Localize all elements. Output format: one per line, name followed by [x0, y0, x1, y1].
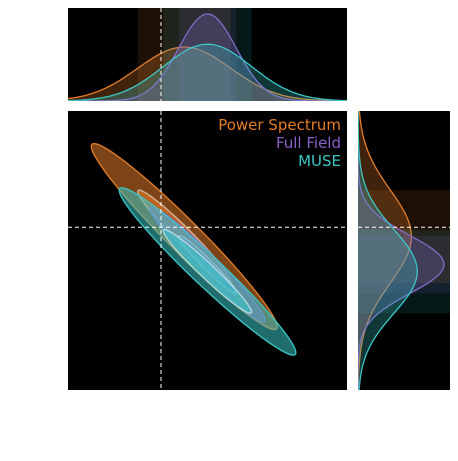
legend: Power Spectrum Full Field MUSE — [218, 116, 341, 170]
top-band-full-field — [178, 8, 237, 101]
right-curve-power-spectrum — [358, 111, 412, 390]
right-marginal-curves — [358, 111, 450, 390]
top-marginal-panel — [68, 8, 347, 101]
contour-muse-1sigma — [162, 228, 253, 314]
right-curve-full-field — [358, 111, 445, 390]
right-band-power-spectrum — [358, 190, 450, 284]
top-fill-muse — [68, 44, 347, 101]
right-fill-power-spectrum — [358, 111, 412, 390]
top-fill-full-field — [68, 14, 347, 101]
right-fill-full-field — [358, 111, 444, 390]
joint-contours — [90, 142, 297, 356]
truth-reference-lines — [68, 8, 450, 390]
top-curve-power-spectrum — [68, 46, 347, 101]
top-curve-muse — [68, 43, 347, 101]
right-band-muse — [358, 229, 450, 314]
right-band-full-field — [358, 235, 450, 294]
top-marginal-curves — [68, 8, 347, 101]
legend-entry-muse: MUSE — [298, 152, 341, 170]
right-fill-muse — [358, 111, 418, 390]
top-curve-full-field — [68, 13, 347, 101]
top-fill-power-spectrum — [68, 47, 347, 101]
top-band-muse — [163, 8, 252, 101]
legend-entry-full-field: Full Field — [276, 134, 341, 152]
right-curve-muse — [358, 111, 418, 390]
legend-entry-power-spectrum: Power Spectrum — [218, 116, 341, 134]
